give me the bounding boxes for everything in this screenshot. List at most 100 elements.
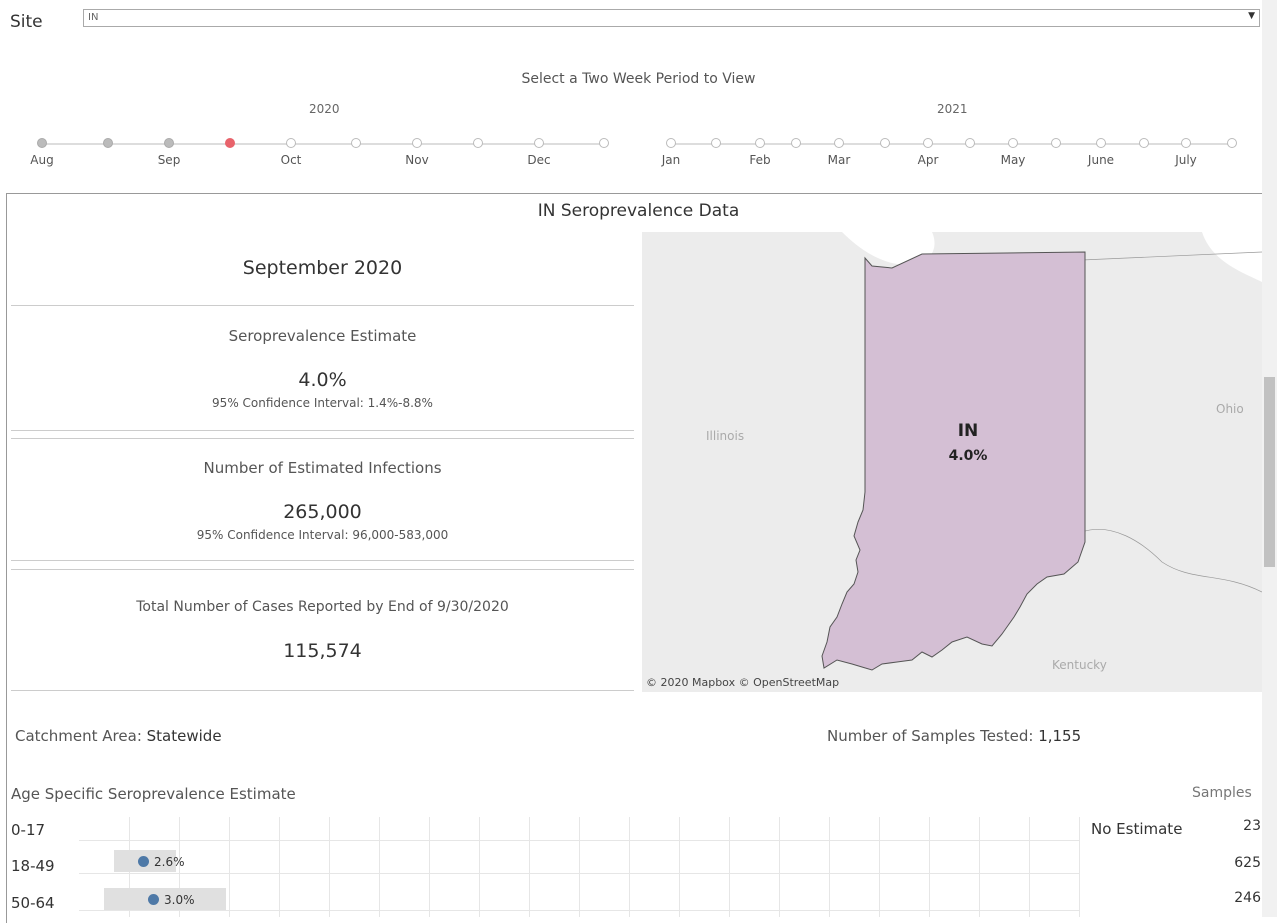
- indiana-shape: [821, 251, 1086, 671]
- month-label: Apr: [917, 153, 939, 167]
- state-border: [1081, 251, 1262, 261]
- period-selector-title: Select a Two Week Period to View: [521, 71, 756, 87]
- grid-line: [229, 817, 230, 917]
- river-border: [1081, 529, 1262, 593]
- period-dot[interactable]: [164, 138, 174, 148]
- infections-title: Number of Estimated Infections: [203, 459, 442, 477]
- period-dot[interactable]: [711, 138, 721, 148]
- lake-erie: [1202, 232, 1262, 282]
- period-dot[interactable]: [666, 138, 676, 148]
- samples-tested: Number of Samples Tested: 1,155: [827, 727, 1081, 745]
- illinois-label: Illinois: [706, 429, 744, 443]
- panel-title: IN Seroprevalence Data: [537, 201, 740, 221]
- infections-ci: 95% Confidence Interval: 96,000-583,000: [196, 528, 449, 542]
- grid-line: [479, 817, 480, 917]
- grid-line: [379, 817, 380, 917]
- samples-tested-value: 1,155: [1038, 727, 1082, 745]
- grid-line: [829, 817, 830, 917]
- period-dot[interactable]: [103, 138, 113, 148]
- selected-month: September 2020: [242, 257, 403, 279]
- grid-line: [1079, 817, 1080, 917]
- month-label: May: [1000, 153, 1026, 167]
- grid-line: [429, 817, 430, 917]
- period-dot[interactable]: [755, 138, 765, 148]
- divider: [11, 569, 634, 570]
- period-dot[interactable]: [834, 138, 844, 148]
- grid-line: [529, 817, 530, 917]
- estimate-label: 2.6%: [154, 855, 185, 869]
- seroprevalence-title: Seroprevalence Estimate: [228, 327, 417, 345]
- scrollbar-thumb[interactable]: [1264, 377, 1275, 567]
- site-dropdown[interactable]: IN ▼: [83, 9, 1260, 27]
- period-dot[interactable]: [1096, 138, 1106, 148]
- grid-line: [929, 817, 930, 917]
- divider: [11, 560, 634, 561]
- map-state-value: 4.0%: [949, 448, 988, 464]
- timeline-track-2021: [671, 143, 1233, 145]
- year-label-2020: 2020: [309, 102, 340, 116]
- map-canvas: Illinois Ohio Kentucky IN 4.0%: [706, 232, 1262, 672]
- estimate-point[interactable]: [138, 856, 149, 867]
- seroprevalence-value: 4.0%: [298, 369, 347, 391]
- period-dot[interactable]: [923, 138, 933, 148]
- cases-value: 115,574: [283, 640, 362, 662]
- infections-value: 265,000: [283, 501, 362, 523]
- age-label: 50-64: [11, 894, 55, 912]
- month-label: Feb: [749, 153, 771, 167]
- month-label: Dec: [527, 153, 551, 167]
- catchment-area: Catchment Area: Statewide: [15, 727, 222, 745]
- chevron-down-icon: ▼: [1248, 11, 1255, 21]
- period-dot[interactable]: [791, 138, 801, 148]
- lake-michigan: [842, 232, 935, 265]
- timeline-track-2020: [42, 143, 605, 145]
- month-label: Oct: [280, 153, 302, 167]
- month-label: Jan: [661, 153, 681, 167]
- estimate-label: 3.0%: [164, 893, 195, 907]
- grid-line: [729, 817, 730, 917]
- site-label: Site: [10, 12, 43, 32]
- period-dot[interactable]: [599, 138, 609, 148]
- state-map[interactable]: Illinois Ohio Kentucky IN 4.0%: [642, 232, 1262, 692]
- sample-count: 625: [1234, 855, 1261, 871]
- divider: [11, 690, 634, 691]
- period-dot-selected[interactable]: [225, 138, 235, 148]
- grid-line: [579, 817, 580, 917]
- samples-header: Samples: [1192, 785, 1252, 801]
- period-dot[interactable]: [473, 138, 483, 148]
- period-dot[interactable]: [286, 138, 296, 148]
- grid-line: [679, 817, 680, 917]
- sample-count: 246: [1234, 890, 1261, 906]
- age-label: 18-49: [11, 857, 55, 875]
- grid-line: [279, 817, 280, 917]
- period-dot[interactable]: [1051, 138, 1061, 148]
- period-dot[interactable]: [1008, 138, 1018, 148]
- period-dot[interactable]: [880, 138, 890, 148]
- period-dot[interactable]: [1227, 138, 1237, 148]
- grid-line: [329, 817, 330, 917]
- period-dot[interactable]: [412, 138, 422, 148]
- period-dot[interactable]: [351, 138, 361, 148]
- month-label: Aug: [30, 153, 54, 167]
- month-label: July: [1175, 153, 1197, 167]
- period-dot[interactable]: [37, 138, 47, 148]
- month-label: June: [1087, 153, 1115, 167]
- age-label: 0-17: [11, 821, 46, 839]
- grid-line: [779, 817, 780, 917]
- period-dot[interactable]: [965, 138, 975, 148]
- kentucky-label: Kentucky: [1052, 658, 1107, 672]
- period-dot[interactable]: [534, 138, 544, 148]
- map-state-label: IN: [958, 421, 979, 441]
- cases-title: Total Number of Cases Reported by End of…: [136, 599, 509, 615]
- data-panel: [6, 193, 1266, 923]
- period-dot[interactable]: [1181, 138, 1191, 148]
- samples-tested-label: Number of Samples Tested:: [827, 727, 1034, 745]
- month-label: Sep: [157, 153, 181, 167]
- ci-bar: [104, 888, 226, 910]
- month-label: Mar: [827, 153, 851, 167]
- seroprevalence-ci: 95% Confidence Interval: 1.4%-8.8%: [212, 396, 433, 410]
- estimate-point[interactable]: [148, 894, 159, 905]
- catchment-value: Statewide: [146, 727, 222, 745]
- period-dot[interactable]: [1139, 138, 1149, 148]
- map-attribution[interactable]: © 2020 Mapbox © OpenStreetMap: [646, 676, 840, 689]
- grid-line: [179, 817, 180, 917]
